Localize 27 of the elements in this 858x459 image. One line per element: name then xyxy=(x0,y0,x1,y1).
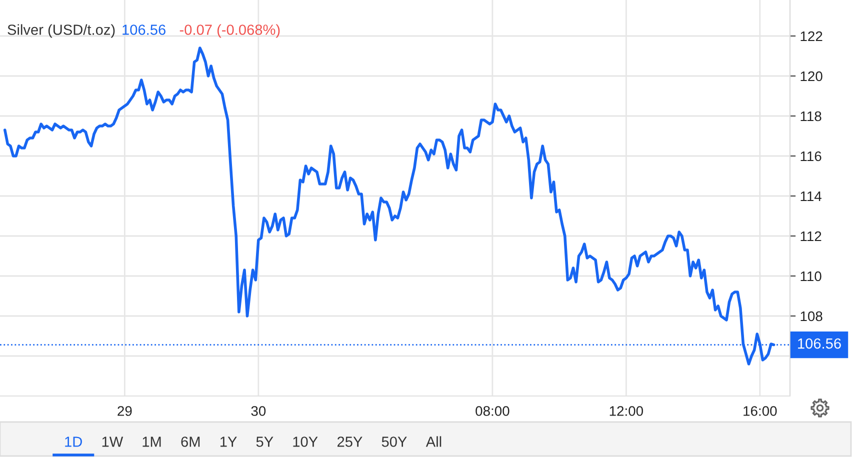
x-tick-label: 08:00 xyxy=(476,406,510,416)
text: 6M xyxy=(181,436,200,447)
text: 50Y xyxy=(382,436,407,447)
x-tick-label: 16:00 xyxy=(744,406,777,416)
text: 5Y xyxy=(256,436,274,447)
x-tick-label: 12:00 xyxy=(610,406,644,416)
ref-line-label: 106.56 xyxy=(798,338,841,349)
text: 1D xyxy=(65,436,82,447)
y-tick-label: 114 xyxy=(800,191,822,202)
text: 1Y xyxy=(220,436,237,447)
x-tick-label: 29 xyxy=(118,406,132,416)
y-tick-label: 110 xyxy=(800,271,822,282)
y-tick-label: 116 xyxy=(800,151,822,162)
y-tick-label: 118 xyxy=(800,111,822,122)
text: Silver (USD/t.oz) xyxy=(8,24,115,38)
y-tick-label: 120 xyxy=(800,71,822,82)
text: 1W xyxy=(102,436,124,447)
text: 25Y xyxy=(337,436,362,447)
annotation: -0.07 (-0.068%) xyxy=(180,24,280,38)
text: 10Y xyxy=(293,436,318,447)
annotation: 106.56 xyxy=(122,24,166,35)
x-tick-label: 30 xyxy=(251,406,266,416)
y-tick-label: 122 xyxy=(800,31,822,42)
text: 1M xyxy=(142,436,161,447)
y-tick-label: 108 xyxy=(800,311,822,322)
y-tick-label: 112 xyxy=(800,231,822,242)
text: All xyxy=(426,436,442,447)
